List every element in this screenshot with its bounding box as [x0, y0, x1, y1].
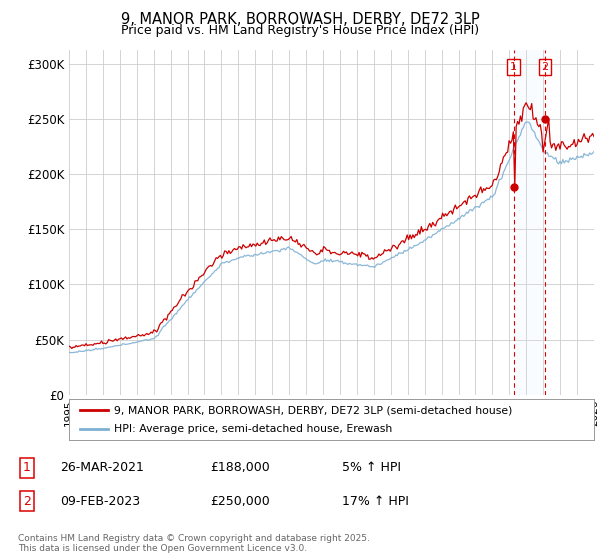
Text: Contains HM Land Registry data © Crown copyright and database right 2025.
This d: Contains HM Land Registry data © Crown c…: [18, 534, 370, 553]
Text: £188,000: £188,000: [210, 461, 270, 474]
Text: 2: 2: [541, 62, 548, 72]
Text: 17% ↑ HPI: 17% ↑ HPI: [342, 494, 409, 508]
Text: Price paid vs. HM Land Registry's House Price Index (HPI): Price paid vs. HM Land Registry's House …: [121, 24, 479, 37]
Text: 1: 1: [510, 62, 517, 72]
Text: 26-MAR-2021: 26-MAR-2021: [60, 461, 144, 474]
Text: HPI: Average price, semi-detached house, Erewash: HPI: Average price, semi-detached house,…: [113, 424, 392, 433]
Text: 1: 1: [23, 461, 31, 474]
Bar: [514, 50, 545, 395]
Text: 9, MANOR PARK, BORROWASH, DERBY, DE72 3LP (semi-detached house): 9, MANOR PARK, BORROWASH, DERBY, DE72 3L…: [113, 405, 512, 415]
Text: 2: 2: [23, 494, 31, 508]
Text: 5% ↑ HPI: 5% ↑ HPI: [342, 461, 401, 474]
Text: £250,000: £250,000: [210, 494, 270, 508]
Text: 09-FEB-2023: 09-FEB-2023: [60, 494, 140, 508]
Text: 9, MANOR PARK, BORROWASH, DERBY, DE72 3LP: 9, MANOR PARK, BORROWASH, DERBY, DE72 3L…: [121, 12, 479, 27]
